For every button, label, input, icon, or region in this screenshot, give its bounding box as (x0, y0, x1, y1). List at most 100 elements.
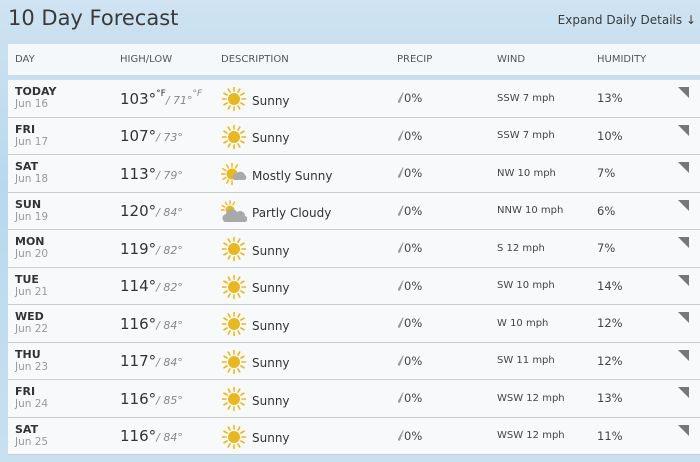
day-name: FRI (15, 122, 36, 136)
precip: 0% (404, 316, 423, 331)
description: Mostly Sunny (252, 168, 333, 183)
wind: SSW 7 mph (497, 92, 555, 104)
humidity: 7% (597, 241, 616, 256)
raindrop-icon (397, 316, 404, 330)
day-name: TODAY (15, 85, 57, 99)
humidity: 7% (597, 166, 616, 181)
forecast-row[interactable]: SUN Jun 19 120°/ 84° Partly Cloudy 0% NNW… (8, 192, 700, 230)
day-date: Jun 17 (15, 135, 49, 148)
high-low: 116°/ 84° (120, 427, 183, 446)
day-date: Jun 22 (15, 323, 49, 336)
raindrop-icon (397, 241, 404, 255)
description: Sunny (252, 431, 290, 445)
header-precip: PRECIP (397, 54, 433, 65)
low-temp: 73 (163, 131, 178, 145)
day-name: FRI (15, 385, 36, 399)
forecast-row[interactable]: WED Jun 22 116°/ 84° Sunny 0% W 10 mph 12… (8, 305, 700, 343)
high-temp: 120 (120, 202, 149, 221)
high-temp: 119 (120, 239, 149, 258)
humidity: 14% (597, 278, 623, 293)
forecast-row[interactable]: TODAY Jun 16 103°°F/ 71°°F Sunny 0% SSW 7… (8, 80, 700, 118)
expand-row-icon[interactable] (678, 87, 689, 98)
expand-row-icon[interactable] (678, 424, 689, 436)
expand-row-icon[interactable] (678, 124, 689, 136)
high-low: 107°/ 73° (120, 127, 183, 146)
expand-row-icon[interactable] (678, 312, 689, 323)
high-low: 120°/ 84° (120, 202, 183, 221)
table-header: DAY HIGH/LOW DESCRIPTION PRECIP WIND HUM… (8, 44, 700, 75)
sunny-icon (221, 386, 247, 414)
expand-row-icon[interactable] (678, 274, 689, 286)
high-temp: 117 (120, 352, 149, 371)
high-low: 103°°F/ 71°°F (120, 88, 203, 108)
forecast-row[interactable]: SAT Jun 25 116°/ 84° Sunny 0% WSW 12 mph … (8, 417, 700, 455)
expand-row-icon[interactable] (678, 349, 689, 361)
header-high-low: HIGH/LOW (120, 54, 173, 65)
high-low: 113°/ 79° (120, 164, 183, 183)
day-name: SUN (15, 197, 42, 211)
mostly-sunny-icon (220, 162, 247, 189)
high-temp: 107 (120, 127, 149, 146)
description: Sunny (252, 318, 290, 333)
low-temp: 71 (173, 93, 188, 107)
low-temp: 79 (163, 168, 178, 182)
expand-row-icon[interactable] (678, 199, 689, 211)
precip: 0% (404, 91, 423, 106)
humidity: 12% (597, 316, 623, 331)
day-name: MON (15, 235, 45, 249)
description: Sunny (252, 243, 290, 258)
day-date: Jun 24 (15, 398, 49, 411)
sunny-icon (221, 86, 247, 114)
humidity: 12% (597, 353, 623, 368)
description: Partly Cloudy (252, 206, 332, 220)
description: Sunny (252, 131, 290, 145)
forecast-row[interactable]: MON Jun 20 119°/ 82° Sunny 0% S 12 mph 7% (8, 230, 700, 268)
raindrop-icon (397, 429, 404, 443)
low-temp: 85 (163, 393, 178, 407)
high-low: 116°/ 85° (120, 389, 183, 408)
low-temp: 84 (163, 431, 178, 445)
temp-unit: °F (156, 88, 166, 99)
low-temp: 82 (163, 243, 178, 257)
forecast-row[interactable]: THU Jun 23 117°/ 84° Sunny 0% SW 11 mph 1… (8, 342, 700, 380)
precip: 0% (404, 203, 423, 218)
description: Sunny (252, 356, 290, 370)
raindrop-icon (397, 279, 404, 293)
humidity: 6% (597, 203, 616, 218)
high-low: 116°/ 84° (120, 314, 183, 333)
high-temp: 114 (120, 277, 149, 296)
high-temp: 116 (120, 389, 149, 408)
high-low: 114°/ 82° (120, 277, 183, 296)
day-name: WED (15, 310, 44, 324)
expand-row-icon[interactable] (678, 237, 689, 248)
expand-row-icon[interactable] (678, 162, 689, 173)
wind: NNW 10 mph (497, 205, 564, 217)
partly-cloudy-icon (220, 199, 248, 227)
day-date: Jun 18 (15, 173, 49, 186)
forecast-row[interactable]: FRI Jun 17 107°/ 73° Sunny 0% SSW 7 mph 1… (8, 117, 700, 155)
precip: 0% (404, 391, 423, 406)
humidity: 10% (597, 128, 623, 143)
high-temp: 103 (120, 89, 149, 108)
day-date: Jun 19 (15, 210, 49, 223)
day-name: TUE (15, 272, 39, 286)
raindrop-icon (397, 166, 404, 180)
forecast-row[interactable]: FRI Jun 24 116°/ 85° Sunny 0% WSW 12 mph … (8, 380, 700, 418)
forecast-row[interactable]: TUE Jun 21 114°/ 82° Sunny 0% SW 10 mph 1… (8, 267, 700, 305)
page-title: 10 Day Forecast (8, 6, 179, 30)
day-date: Jun 25 (15, 435, 49, 448)
forecast-table: DAY HIGH/LOW DESCRIPTION PRECIP WIND HUM… (8, 44, 700, 455)
day-name: SAT (15, 422, 39, 436)
raindrop-icon (397, 354, 404, 368)
header-wind: WIND (497, 54, 526, 65)
forecast-row[interactable]: SAT Jun 18 113°/ 79° Mostly Sunny 0% NW 1… (8, 155, 700, 193)
sunny-icon (221, 274, 247, 302)
day-date: Jun 16 (15, 98, 49, 111)
day-date: Jun 23 (15, 360, 49, 373)
description: Sunny (252, 281, 290, 295)
expand-daily-details-link[interactable]: Expand Daily Details ↓ (557, 13, 696, 27)
high-low: 119°/ 82° (120, 239, 183, 258)
raindrop-icon (397, 204, 404, 218)
expand-row-icon[interactable] (678, 387, 689, 398)
day-name: THU (15, 347, 41, 361)
